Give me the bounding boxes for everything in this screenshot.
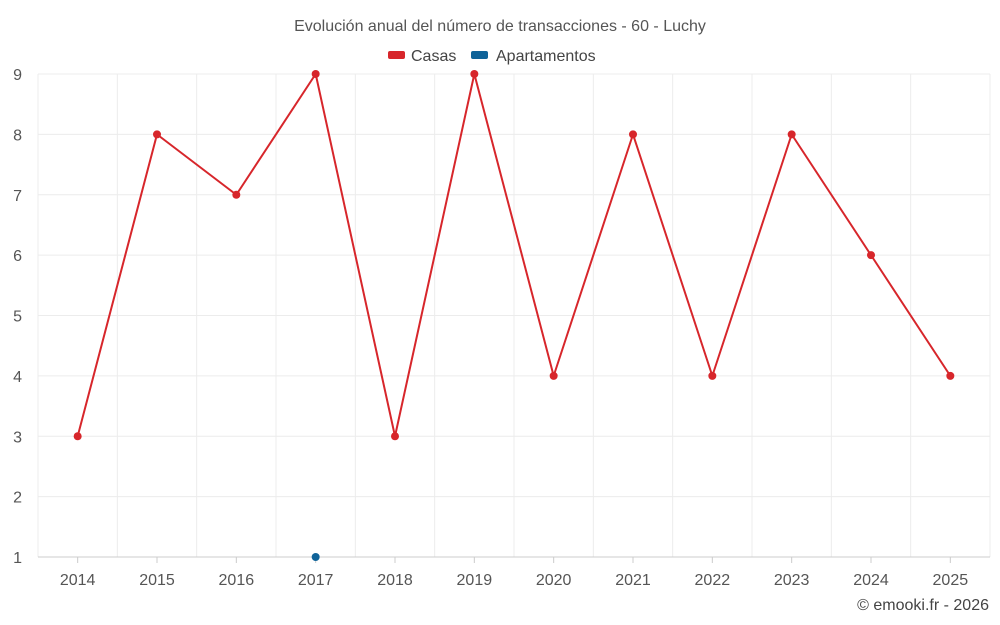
data-point-casas — [232, 190, 241, 199]
y-tick-label: 3 — [13, 429, 22, 446]
x-tick-label: 2025 — [933, 572, 969, 589]
x-tick-label: 2016 — [219, 572, 255, 589]
x-tick-label: 2017 — [298, 572, 334, 589]
y-tick-label: 1 — [13, 550, 22, 567]
x-tick-label: 2015 — [139, 572, 175, 589]
series-line-casas — [76, 73, 952, 438]
y-tick-label: 6 — [13, 248, 22, 265]
data-point-casas — [549, 371, 558, 380]
legend-swatch-casas — [388, 51, 405, 59]
grid — [37, 73, 991, 557]
legend-swatch-apartamentos — [471, 51, 488, 59]
y-tick-label: 9 — [13, 67, 22, 84]
x-tick-label: 2019 — [457, 572, 493, 589]
credit-text: © emooki.fr - 2026 — [857, 597, 989, 614]
data-point-casas — [153, 130, 161, 139]
legend-label-apartamentos: Apartamentos — [496, 48, 596, 65]
data-point-apartamentos — [311, 553, 320, 561]
series — [73, 70, 955, 561]
legend-item-casas[interactable]: Casas — [388, 48, 456, 65]
legend-label-casas: Casas — [411, 48, 456, 65]
data-point-casas — [470, 70, 479, 78]
x-tick-label: 2024 — [853, 572, 889, 589]
y-tick-label: 2 — [13, 490, 22, 507]
x-tick-label: 2021 — [615, 572, 651, 589]
x-tick-label: 2022 — [695, 572, 731, 589]
y-tick-label: 8 — [13, 127, 22, 144]
x-tick-label: 2023 — [774, 572, 810, 589]
y-tick-label: 7 — [13, 188, 22, 205]
chart-title: Evolución anual del número de transaccio… — [294, 18, 706, 35]
data-point-casas — [787, 130, 796, 139]
legend: Casas Apartamentos — [388, 48, 596, 65]
x-tick-label: 2018 — [377, 572, 413, 589]
data-point-casas — [708, 371, 717, 380]
y-tick-label: 4 — [13, 369, 22, 386]
axes: 1 2 3 4 5 6 7 8 9 2014 2015 2016 2017 2018 2019 2020 202… — [13, 67, 990, 589]
data-point-casas — [311, 70, 320, 78]
y-tick-label: 5 — [13, 309, 22, 326]
legend-item-apartamentos[interactable]: Apartamentos — [471, 48, 596, 65]
data-point-casas — [73, 432, 82, 441]
x-tick-label: 2014 — [60, 572, 96, 589]
data-point-casas — [946, 371, 955, 380]
data-point-casas — [391, 432, 399, 441]
data-point-casas — [867, 251, 875, 260]
data-point-casas — [629, 130, 637, 139]
x-tick-label: 2020 — [536, 572, 572, 589]
